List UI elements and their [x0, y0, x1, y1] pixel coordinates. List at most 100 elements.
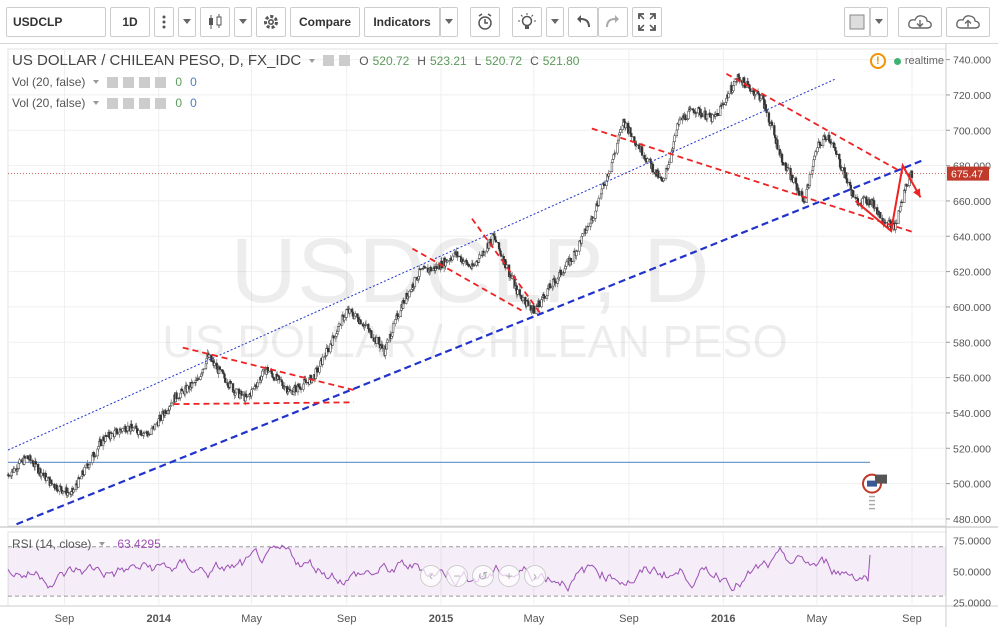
candle-body — [662, 178, 665, 181]
candle-body — [289, 389, 292, 391]
candle-body — [29, 455, 32, 461]
redo-button[interactable] — [598, 6, 628, 37]
candle-body — [456, 255, 460, 257]
price-chart-svg[interactable]: Sep 2014 May Sep 2015 May Sep 2016 May Sep 740.000… — [0, 44, 998, 627]
alert-icon[interactable]: ! — [869, 53, 886, 69]
candle-body — [895, 222, 898, 225]
candle-body — [554, 281, 557, 284]
close-mini-icon[interactable] — [339, 55, 351, 66]
volume-1-caret-icon[interactable] — [93, 80, 100, 84]
candle-body — [473, 264, 476, 266]
candle-body — [245, 396, 249, 398]
candles-icon[interactable] — [200, 6, 230, 37]
candle-body — [23, 456, 27, 459]
candle-body — [803, 201, 806, 203]
candle-body — [180, 388, 184, 392]
candle-body — [318, 365, 321, 373]
candle-body — [678, 117, 682, 121]
scroll-right-icon[interactable]: › — [524, 565, 546, 587]
rsi-caret-icon[interactable] — [99, 542, 106, 546]
load-chart-button[interactable] — [898, 6, 942, 37]
indicators-button[interactable]: Indicators — [364, 6, 440, 37]
candlestick-icon — [209, 13, 222, 29]
undo-button[interactable] — [568, 6, 598, 37]
eye-mini-icon[interactable] — [107, 97, 119, 109]
settings-button[interactable] — [256, 6, 286, 37]
symbol-input[interactable]: USDCLP — [6, 6, 106, 37]
candle-body — [83, 467, 86, 475]
interval-button[interactable]: 1D — [110, 6, 150, 37]
chart-type-dropdown[interactable] — [234, 6, 252, 37]
layout-button[interactable] — [844, 6, 870, 37]
zoom-in-icon[interactable]: + — [498, 565, 520, 587]
candle-body — [797, 190, 801, 196]
interval-dropdown[interactable] — [178, 6, 196, 37]
candle-body — [581, 233, 584, 237]
plus-mini-icon[interactable] — [139, 97, 151, 109]
gear-mini-icon[interactable] — [323, 55, 335, 66]
candle-body — [651, 163, 655, 173]
candle-body — [563, 268, 566, 273]
plus-mini-icon[interactable] — [139, 76, 151, 88]
candle-body — [18, 459, 21, 464]
layout-dropdown[interactable] — [870, 6, 888, 37]
y-tick-label: 620.000 — [953, 267, 991, 279]
candle-body — [408, 290, 411, 298]
reset-icon[interactable]: ↺ — [472, 565, 494, 587]
chart-container[interactable]: Sep 2014 May Sep 2015 May Sep 2016 May Sep 740.000… — [0, 44, 998, 627]
candle-body — [586, 226, 590, 228]
y-tick-label: 580.000 — [953, 337, 991, 349]
volume-2-value-a: 0 — [175, 96, 183, 110]
y-tick-label: 720.000 — [953, 90, 991, 102]
x-tick-label: May — [806, 613, 827, 625]
y-tick-label: 700.000 — [953, 125, 991, 137]
close-mini-icon[interactable] — [155, 97, 167, 109]
x-tick-label: 2014 — [147, 613, 172, 625]
candle-body — [808, 174, 812, 186]
indicators-dropdown[interactable] — [440, 6, 458, 37]
rsi-label: RSI (14, close) — [12, 537, 92, 551]
candle-body — [716, 112, 720, 116]
event-flag-icon-inner — [867, 480, 877, 487]
open-value: 520.72 — [372, 53, 410, 68]
compare-button[interactable]: Compare — [290, 6, 360, 37]
volume-2-label: Vol (20, false) — [12, 96, 86, 110]
candle-body — [624, 122, 628, 129]
gear-mini-icon[interactable] — [123, 97, 135, 109]
candle-body — [7, 474, 10, 477]
trend-line — [411, 247, 522, 312]
candle-body — [197, 378, 200, 380]
candle-body — [673, 135, 676, 142]
save-chart-button[interactable] — [946, 6, 990, 37]
title-caret-icon[interactable] — [309, 58, 316, 63]
volume-2-caret-icon[interactable] — [93, 101, 100, 105]
candle-body — [770, 121, 774, 126]
candle-body — [868, 199, 871, 206]
alert-button[interactable] — [470, 6, 500, 37]
candle-body — [695, 112, 698, 114]
candle-body — [105, 435, 108, 437]
realtime-label: realtime — [904, 55, 944, 67]
vertical-dots-icon — [162, 15, 166, 28]
candle-body — [251, 388, 254, 390]
close-mini-icon[interactable] — [155, 76, 167, 88]
gear-mini-icon[interactable] — [123, 76, 135, 88]
candle-body — [879, 212, 882, 219]
candle-body — [828, 134, 831, 141]
candle-body — [256, 382, 259, 387]
candle-body — [326, 347, 330, 353]
candle-body — [299, 388, 303, 390]
scroll-left-icon[interactable]: ‹ — [420, 565, 442, 587]
zoom-out-icon[interactable]: − — [446, 565, 468, 587]
candle-body — [792, 177, 795, 183]
fullscreen-button[interactable] — [632, 6, 662, 37]
candle-body — [521, 296, 525, 301]
candle-body — [811, 165, 815, 171]
idea-button[interactable] — [512, 6, 542, 37]
candle-body — [121, 428, 124, 432]
candle-body — [483, 250, 487, 254]
more-options-icon[interactable] — [154, 6, 174, 37]
idea-dropdown[interactable] — [546, 6, 564, 37]
candle-body — [375, 337, 379, 344]
eye-mini-icon[interactable] — [107, 76, 119, 88]
